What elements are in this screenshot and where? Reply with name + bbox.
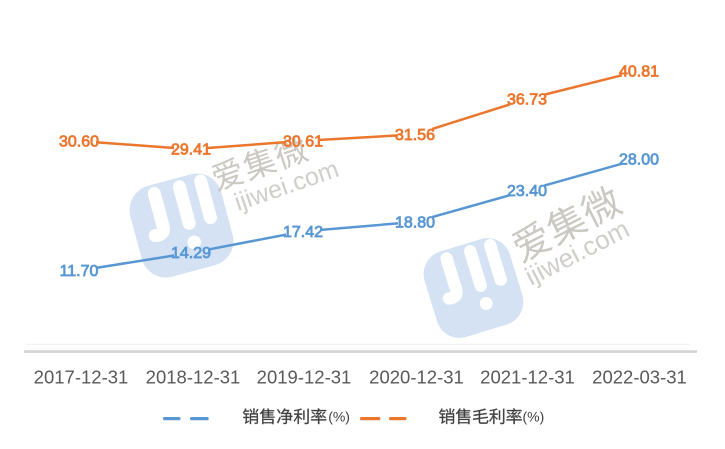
- svg-text:23.40: 23.40: [507, 183, 547, 200]
- svg-text:(%): (%): [328, 408, 350, 424]
- svg-text:2020-12-31: 2020-12-31: [369, 367, 464, 388]
- svg-text:30.60: 30.60: [59, 133, 99, 150]
- svg-text:11.70: 11.70: [60, 263, 99, 280]
- svg-text:2017-12-31: 2017-12-31: [34, 367, 129, 388]
- svg-text:2019-12-31: 2019-12-31: [257, 367, 352, 388]
- svg-text:2022-03-31: 2022-03-31: [592, 367, 687, 388]
- svg-text:(%): (%): [523, 408, 545, 424]
- svg-text:36.73: 36.73: [507, 91, 547, 108]
- svg-text:28.00: 28.00: [619, 151, 659, 168]
- svg-text:29.41: 29.41: [171, 142, 211, 159]
- svg-text:40.81: 40.81: [619, 63, 659, 80]
- svg-text:17.42: 17.42: [283, 224, 323, 241]
- svg-text:2021-12-31: 2021-12-31: [480, 367, 575, 388]
- svg-text:14.29: 14.29: [171, 245, 211, 262]
- svg-text:31.56: 31.56: [395, 127, 435, 144]
- svg-text:30.61: 30.61: [283, 133, 323, 150]
- svg-text:18.80: 18.80: [395, 214, 435, 231]
- svg-text:2018-12-31: 2018-12-31: [146, 367, 241, 388]
